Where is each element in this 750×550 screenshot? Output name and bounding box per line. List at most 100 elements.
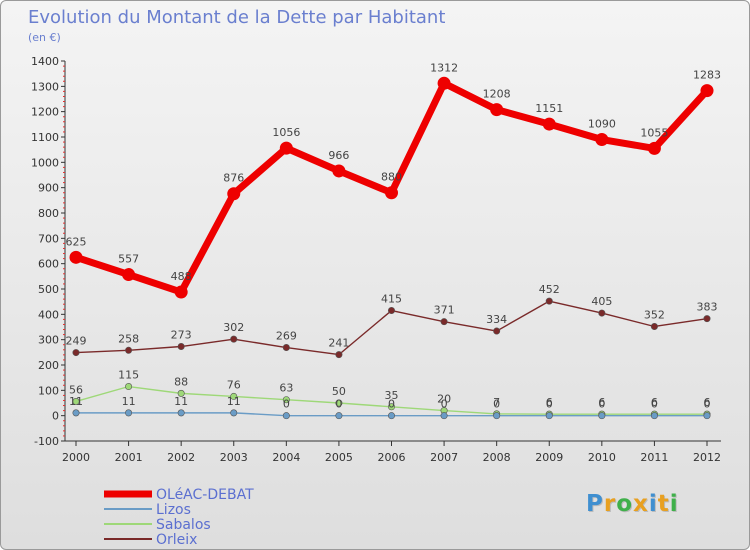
data-label-orleix: 405 (591, 295, 612, 308)
y-tick-label: 1400 (31, 55, 59, 68)
data-label-sabalos: 6 (651, 396, 658, 409)
data-label-lizos: 11 (174, 395, 188, 408)
data-label-ol-ac-debat: 1312 (430, 61, 458, 74)
data-label-orleix: 415 (381, 293, 402, 306)
data-label-lizos: 11 (122, 395, 136, 408)
data-point-ol-ac-debat (279, 141, 293, 155)
chart-subtitle: (en €) (28, 31, 61, 44)
y-tick-label: 1000 (31, 156, 59, 169)
data-label-lizos: 0 (651, 398, 658, 411)
x-tick-label: 2003 (220, 451, 248, 464)
data-point-lizos (703, 412, 711, 420)
logo-letter: i (669, 491, 679, 517)
data-label-orleix: 249 (66, 335, 87, 348)
logo-letter: o (616, 491, 634, 517)
logo-letter: i (648, 491, 658, 517)
axes: -100010020030040050060070080090010001100… (31, 55, 721, 464)
data-point-orleix (440, 318, 448, 326)
data-label-sabalos: 20 (437, 393, 451, 406)
legend-label: OLéAC-DEBAT (156, 487, 254, 503)
data-label-orleix: 334 (486, 313, 507, 326)
y-tick-label: 500 (38, 283, 59, 296)
data-point-orleix (703, 315, 711, 323)
y-tick-label: 800 (38, 207, 59, 220)
chart-title: Evolution du Montant de la Dette par Hab… (28, 7, 445, 28)
data-point-orleix (125, 346, 133, 354)
data-point-lizos (177, 409, 185, 417)
x-tick-label: 2010 (588, 451, 616, 464)
data-label-sabalos: 56 (69, 383, 83, 396)
data-label-ol-ac-debat: 488 (171, 270, 192, 283)
y-tick-label: 1100 (31, 131, 59, 144)
data-point-orleix (545, 297, 553, 305)
data-point-orleix (177, 343, 185, 351)
data-label-ol-ac-debat: 1090 (588, 118, 616, 131)
data-label-lizos: 0 (441, 398, 448, 411)
data-label-orleix: 269 (276, 330, 297, 343)
data-label-lizos: 0 (388, 398, 395, 411)
data-label-orleix: 383 (697, 301, 718, 314)
data-point-ol-ac-debat (647, 141, 661, 155)
x-tick-label: 2006 (378, 451, 406, 464)
data-point-lizos (650, 412, 658, 420)
data-point-orleix (650, 322, 658, 330)
data-point-ol-ac-debat (595, 133, 609, 147)
data-point-sabalos (72, 397, 80, 405)
data-label-orleix: 273 (171, 329, 192, 342)
data-point-sabalos (177, 389, 185, 397)
data-label-orleix: 452 (539, 283, 560, 296)
data-label-sabalos: 76 (227, 378, 241, 391)
data-label-sabalos: 88 (174, 375, 188, 388)
data-label-lizos: 0 (598, 398, 605, 411)
data-label-lizos: 0 (493, 398, 500, 411)
legend-label: Lizos (156, 502, 191, 518)
y-tick-label: -100 (34, 435, 59, 448)
data-point-orleix (387, 307, 395, 315)
data-label-orleix: 352 (644, 308, 665, 321)
data-point-lizos (335, 412, 343, 420)
x-tick-label: 2011 (640, 451, 668, 464)
data-point-sabalos (387, 403, 395, 411)
data-point-sabalos (125, 383, 133, 391)
data-point-lizos (493, 412, 501, 420)
y-tick-label: 400 (38, 308, 59, 321)
data-point-ol-ac-debat (122, 268, 136, 282)
data-label-ol-ac-debat: 876 (223, 172, 244, 185)
x-tick-label: 2002 (167, 451, 195, 464)
data-label-sabalos: 115 (118, 369, 139, 382)
data-label-ol-ac-debat: 880 (381, 171, 402, 184)
x-tick-label: 2004 (272, 451, 300, 464)
data-label-sabalos: 35 (385, 389, 399, 402)
data-point-ol-ac-debat (542, 117, 556, 131)
data-point-sabalos (335, 399, 343, 407)
series-orleix: 249 258 273 302 269 241 415 371 334 452 405 352 383 (66, 283, 718, 359)
x-tick-label: 2000 (62, 451, 90, 464)
data-point-ol-ac-debat (490, 103, 504, 117)
y-tick-label: 300 (38, 334, 59, 347)
data-label-sabalos: 6 (598, 396, 605, 409)
y-tick-label: 100 (38, 384, 59, 397)
data-point-lizos (440, 412, 448, 420)
x-tick-label: 2005 (325, 451, 353, 464)
data-point-ol-ac-debat (174, 285, 188, 299)
data-point-ol-ac-debat (332, 164, 346, 178)
logo-letter: t (657, 491, 670, 517)
data-point-lizos (545, 412, 553, 420)
data-label-lizos: 11 (227, 395, 241, 408)
data-label-lizos: 0 (704, 398, 711, 411)
x-tick-label: 2001 (115, 451, 143, 464)
data-point-lizos (230, 409, 238, 417)
data-point-sabalos (282, 396, 290, 404)
data-point-orleix (282, 344, 290, 352)
data-label-ol-ac-debat: 625 (66, 235, 87, 248)
data-label-ol-ac-debat: 1283 (693, 69, 721, 82)
data-point-orleix (230, 335, 238, 343)
x-tick-label: 2007 (430, 451, 458, 464)
data-label-lizos: 0 (546, 398, 553, 411)
data-point-orleix (335, 351, 343, 359)
data-point-lizos (72, 409, 80, 417)
data-point-orleix (72, 349, 80, 357)
legend-label: Sabalos (156, 517, 211, 533)
data-label-ol-ac-debat: 1055 (640, 126, 668, 139)
series-layer: 249 258 273 302 269 241 415 371 334 452 405 352 383 5… (66, 61, 721, 420)
